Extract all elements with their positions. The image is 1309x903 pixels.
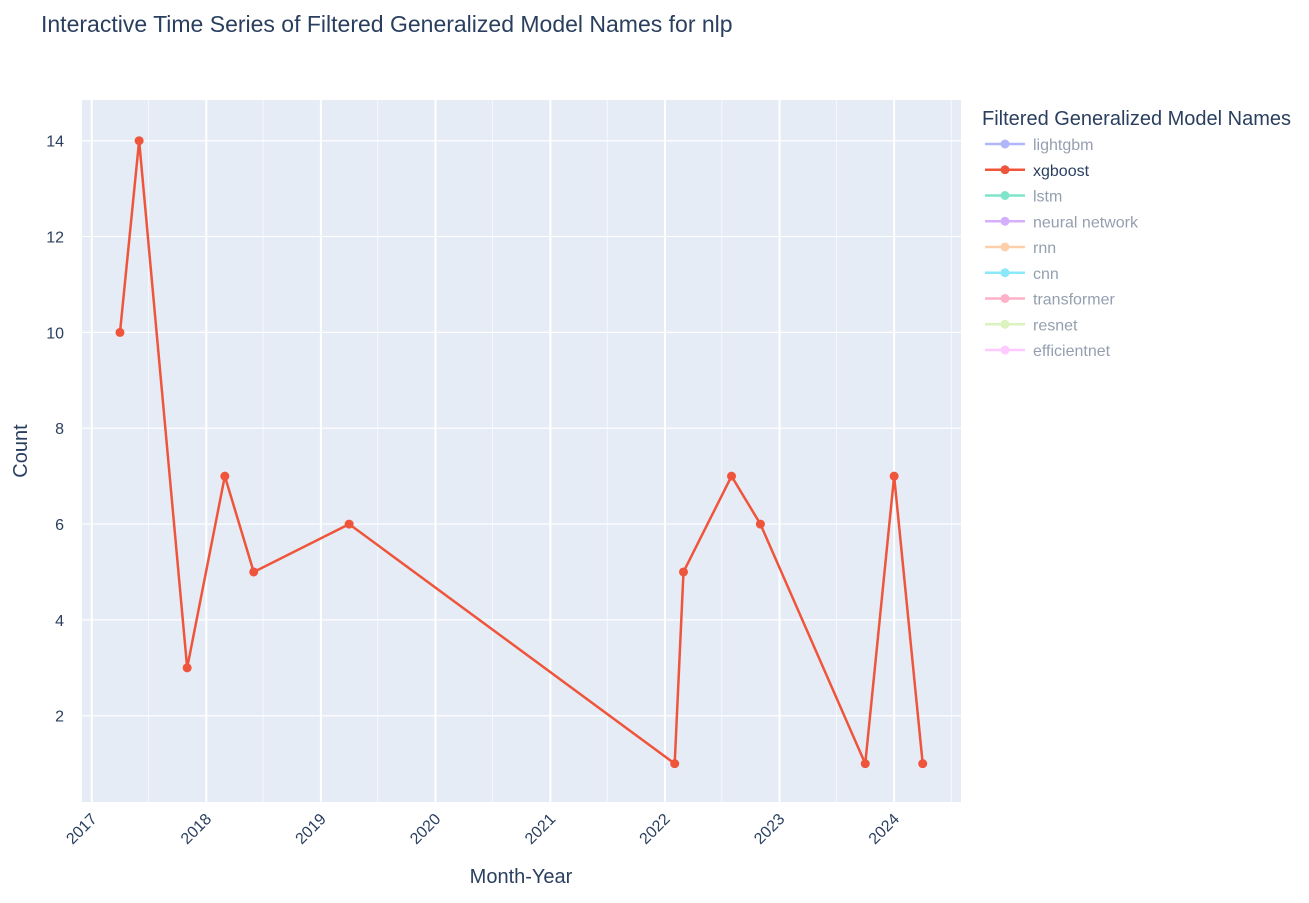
y-tick-label: 8	[55, 421, 64, 438]
x-gridlines	[90, 100, 952, 802]
legend-label: efficientnet	[1033, 343, 1111, 360]
legend-marker-swatch	[1000, 268, 1010, 278]
data-point[interactable]	[115, 327, 125, 337]
data-point[interactable]	[344, 519, 354, 529]
y-axis-ticks: 2 4 6 8 10 12 14	[46, 134, 64, 726]
legend-label: lstm	[1033, 189, 1062, 206]
legend-title: Filtered Generalized Model Names	[982, 108, 1291, 130]
legend-marker-swatch	[1000, 319, 1010, 329]
x-tick-label: 2023	[751, 811, 788, 848]
y-axis-title: Count	[10, 424, 32, 478]
data-point[interactable]	[134, 136, 144, 146]
data-point[interactable]	[670, 759, 680, 769]
x-tick-label: 2017	[63, 811, 100, 848]
legend-item-lstm[interactable]: lstm	[985, 189, 1062, 206]
x-tick-label: 2018	[178, 811, 215, 848]
x-tick-label: 2022	[637, 811, 674, 848]
x-axis-ticks: 2017 2018 2019 2020 2021 2022 2023 2024	[63, 811, 903, 848]
legend-marker-swatch	[1000, 165, 1010, 175]
legend-label: lightgbm	[1033, 137, 1093, 154]
legend: lightgbm xgboost lstm neural network rnn cnn t…	[985, 137, 1139, 360]
y-tick-label: 10	[46, 325, 64, 342]
y-tick-label: 14	[46, 134, 64, 151]
legend-marker-swatch	[1000, 139, 1010, 149]
x-tick-label: 2021	[522, 811, 559, 848]
y-tick-label: 4	[55, 613, 64, 630]
legend-item-rnn[interactable]: rnn	[985, 240, 1056, 257]
x-tick-label: 2024	[866, 811, 903, 848]
legend-marker-swatch	[1000, 242, 1010, 252]
legend-item-xgboost[interactable]: xgboost	[985, 163, 1090, 180]
plot-area[interactable]	[82, 100, 961, 802]
y-tick-label: 6	[55, 517, 64, 534]
data-point[interactable]	[678, 567, 688, 577]
y-tick-label: 2	[55, 709, 64, 726]
legend-item-neural-network[interactable]: neural network	[985, 214, 1139, 231]
data-point[interactable]	[755, 519, 765, 529]
x-axis-title: Month-Year	[470, 866, 573, 888]
data-point[interactable]	[249, 567, 259, 577]
series-layer	[115, 136, 928, 769]
legend-item-resnet[interactable]: resnet	[985, 317, 1078, 334]
data-point[interactable]	[889, 471, 899, 481]
x-tick-label: 2020	[407, 811, 444, 848]
x-tick-label: 2019	[293, 811, 330, 848]
legend-marker-swatch	[1000, 345, 1010, 355]
y-gridlines	[82, 140, 961, 717]
legend-label: neural network	[1033, 214, 1139, 231]
legend-marker-swatch	[1000, 191, 1010, 200]
data-point[interactable]	[860, 759, 870, 769]
legend-item-cnn[interactable]: cnn	[985, 266, 1059, 283]
legend-label: rnn	[1033, 240, 1056, 257]
data-point[interactable]	[220, 471, 230, 481]
legend-item-transformer[interactable]: transformer	[985, 292, 1115, 309]
legend-marker-swatch	[1000, 294, 1010, 303]
chart-title: Interactive Time Series of Filtered Gene…	[41, 11, 733, 37]
legend-marker-swatch	[1000, 216, 1010, 226]
legend-label: transformer	[1033, 292, 1115, 309]
data-point[interactable]	[918, 759, 928, 769]
legend-label: resnet	[1033, 317, 1078, 334]
legend-item-lightgbm[interactable]: lightgbm	[985, 137, 1093, 154]
data-point[interactable]	[182, 663, 192, 673]
data-point[interactable]	[727, 471, 737, 481]
legend-label: xgboost	[1033, 163, 1090, 180]
y-tick-label: 12	[46, 230, 64, 247]
legend-label: cnn	[1033, 266, 1059, 283]
legend-item-efficientnet[interactable]: efficientnet	[985, 343, 1111, 360]
